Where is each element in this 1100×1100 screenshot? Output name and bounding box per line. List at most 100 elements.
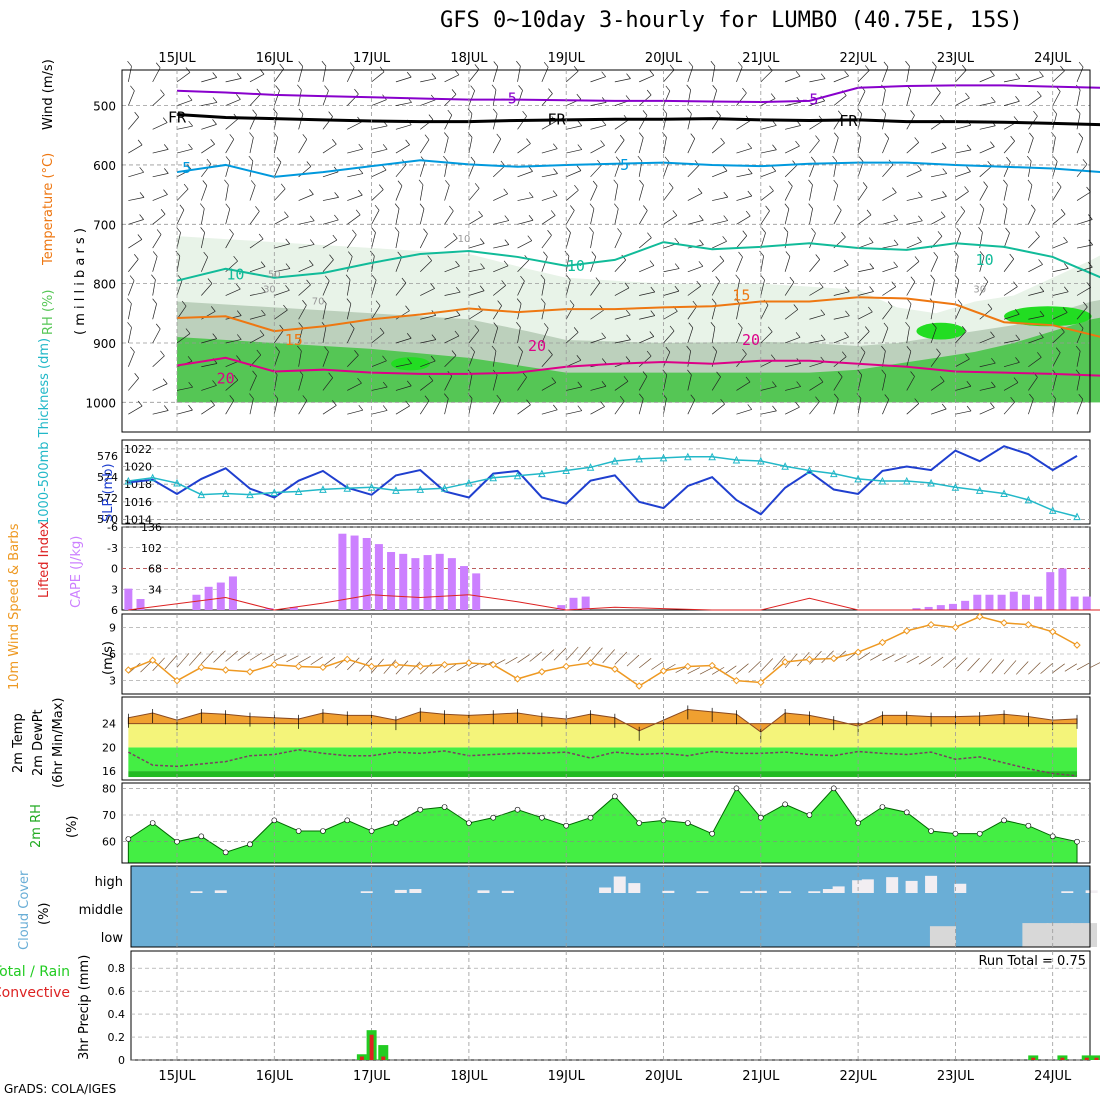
wind-barb-flag [601,119,607,126]
wind-barb-flag [358,168,364,174]
wind-barb-flag [862,182,868,188]
wind-barb-flag [1039,71,1044,77]
cape-bar [1082,596,1091,610]
wind-barb [833,115,843,130]
wind-barb-flag [349,323,355,329]
rh-point [368,828,375,834]
wind-barb [711,376,721,391]
wind-barb-flag [626,73,631,79]
thickness-point [586,463,595,471]
wind-speed-point [927,620,935,629]
isotherm-FR [176,113,1100,127]
wind-barb [833,95,847,106]
wind-barb-flag [699,215,704,221]
wind-barb-flag [738,251,743,258]
wind-barb [371,189,384,201]
wind-barb [298,89,302,106]
wind-barb-flag [795,140,800,147]
wind-barb-flag [382,405,388,411]
sfc-wind-barb [553,647,567,661]
wind-barb [687,327,694,344]
wind-barb [395,208,400,225]
wind-barb [128,219,144,225]
wind-barb [1076,89,1081,106]
wind-barb-flag [492,108,498,115]
wind-barb [736,215,751,225]
wind-barb-flag [382,355,387,362]
wind-speed-point [732,676,741,685]
rh-patch [916,322,966,340]
temp-tick: 16 [102,765,116,778]
wind-barb [249,291,266,296]
sfc-wind-barb [687,667,700,674]
wind-barb-flag [795,332,801,338]
wind-barb-flag [358,143,364,150]
wind-speed-point [173,676,181,685]
wind-barb-flag [550,210,556,216]
wind-barb [152,303,157,320]
wind-barb-flag [783,227,789,233]
wind-barb [638,115,648,130]
wind-barb-flag [285,263,291,269]
cape-bar [362,537,371,610]
cape-bar [1009,591,1018,610]
wind-speed-point [1000,619,1008,627]
wind-barb-flag [491,345,497,352]
wind-barb-flag [224,179,229,186]
top-day-label: 21JUL [742,51,780,66]
wind-barb-flag [134,254,139,260]
wind-barb-flag [966,381,972,387]
wind-barb [493,220,509,225]
wind-barb [565,255,570,272]
wind-barb-flag [1026,155,1032,162]
wind-barb [493,285,506,296]
wind-barb [809,140,820,154]
wind-barb-flag [601,71,606,77]
sfc-wind-barb [565,646,579,661]
wind-barb [711,66,716,82]
wind-barb [639,265,655,273]
wind-barb-flag [431,73,437,79]
wind-barb [614,339,631,344]
wind-barb [590,185,598,201]
wind-barb [152,213,166,225]
wind-barb-flag [183,183,189,190]
wind-speed-point [586,659,595,667]
wind-barb-flag [276,157,282,163]
top-day-label: 24JUL [1034,51,1072,66]
wind-barb [906,196,923,201]
wind-barb-flag [811,227,816,234]
wind-barb-flag [431,334,437,340]
wind-barb [930,147,947,154]
wind-barb [784,165,797,178]
sfc-wind-barb [626,654,640,667]
thickness-point [708,452,716,461]
wind-speed-point [562,662,570,671]
wind-barb-flag [650,286,656,293]
wind-speed-point [221,666,230,674]
rh-point [198,833,205,840]
wind-barb-flag [918,191,923,198]
wind-barb-flag [346,298,352,304]
wind-barb [955,385,971,391]
wind-barb [444,355,457,367]
wind-barb [590,385,607,391]
thickness-point [1024,495,1033,504]
sfc-wind-barb [395,660,409,675]
sfc-wind-barb [870,653,883,661]
wind-barb-flag [302,395,308,401]
thickness-point [440,484,449,492]
temp-lower-band [128,771,1078,778]
sfc-wind-barb [505,656,518,665]
wind-barb [517,260,529,273]
wind-speed-point [757,678,765,687]
wind-barb [760,210,770,225]
wind-barb [784,309,799,320]
ylabel-slp: SLP (mb) [101,463,116,522]
ylabel-2m-dewpt: 2m DewPt [31,709,46,776]
wind-barb [322,90,329,106]
rh-point [733,785,740,792]
wind-barb-flag [397,251,402,258]
wind-barb [201,143,215,154]
wind-barb-flag [639,132,644,138]
